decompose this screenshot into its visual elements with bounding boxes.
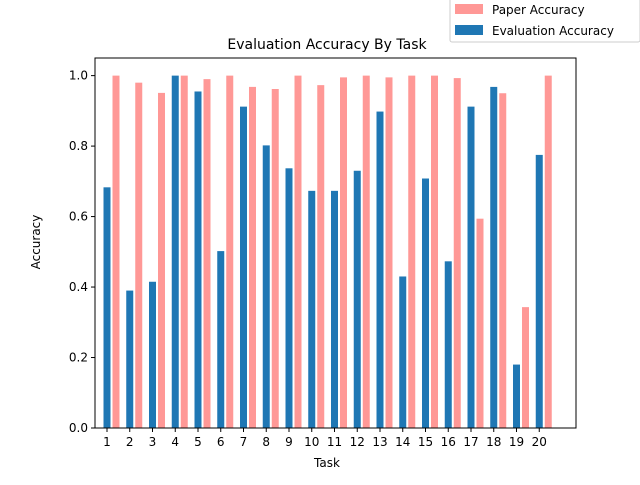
bar-paper-task-11 [340,77,347,428]
bar-paper-task-16 [453,78,461,428]
bar-paper-task-3 [158,92,165,428]
x-tick-label-4: 4 [171,435,179,449]
bar-paper-task-1 [112,75,120,429]
bar-paper-task-14 [408,75,416,429]
bar-evaluation-task-10 [308,190,316,428]
bar-evaluation-task-11 [331,190,338,428]
bar-evaluation-task-15 [422,178,429,428]
bar-paper-task-5 [203,79,211,428]
y-tick-label-0.4: 0.4 [69,280,88,294]
bar-paper-task-4 [180,75,188,429]
y-tick-label-0.8: 0.8 [69,139,88,153]
bar-paper-task-15 [431,75,438,429]
bar-paper-task-19 [522,307,529,428]
bar-evaluation-task-13 [376,111,384,428]
axes-group: 1 2 3 4 5 6 7 8 9 10 11 12 13 14 15 16 17 18 19 200.00.20.4… [69,57,577,449]
y-tick-label-0.0: 0.0 [69,421,88,435]
legend-label-evaluation: Evaluation Accuracy [492,24,614,38]
bars-group [103,75,552,429]
bar-evaluation-task-18 [490,86,498,429]
x-tick-label-19: 19 [509,435,524,449]
bar-evaluation-task-17 [467,106,475,428]
bar-paper-task-18 [499,93,507,429]
bar-evaluation-task-2 [126,290,134,428]
x-tick-label-8: 8 [262,435,270,449]
bar-paper-task-12 [362,75,370,429]
x-tick-label-6: 6 [217,435,225,449]
legend-frame [449,0,640,43]
bar-paper-task-7 [249,86,256,429]
legend-swatch-paper [455,4,483,14]
legend-swatch-evaluation [455,25,483,35]
bar-evaluation-task-3 [149,281,156,428]
x-tick-label-11: 11 [327,435,342,449]
bar-evaluation-task-12 [353,170,361,428]
bar-paper-task-6 [226,75,234,429]
bar-evaluation-task-16 [444,261,452,428]
x-tick-label-9: 9 [285,435,293,449]
bar-evaluation-task-6 [217,251,225,428]
bar-evaluation-task-14 [399,276,407,428]
x-tick-label-13: 13 [372,435,387,449]
bar-paper-task-13 [385,77,393,428]
bar-evaluation-task-9 [285,168,293,429]
x-tick-label-16: 16 [441,435,456,449]
x-tick-label-17: 17 [463,435,478,449]
x-tick-label-7: 7 [240,435,248,449]
bar-paper-task-20 [544,75,552,429]
x-tick-label-2: 2 [126,435,134,449]
bar-evaluation-task-20 [535,154,543,428]
bar-evaluation-task-8 [262,145,270,428]
x-tick-label-1: 1 [103,435,111,449]
bar-evaluation-task-4 [171,75,179,429]
bar-paper-task-8 [271,89,279,428]
y-tick-label-0.6: 0.6 [69,210,88,224]
x-tick-label-20: 20 [532,435,547,449]
y-tick-label-0.2: 0.2 [69,351,88,365]
bar-evaluation-task-5 [194,91,202,428]
x-tick-label-18: 18 [486,435,501,449]
plot-frame [94,57,577,429]
x-tick-label-15: 15 [418,435,433,449]
x-tick-label-14: 14 [395,435,410,449]
bar-paper-task-9 [294,75,302,429]
bar-paper-task-10 [317,85,325,428]
bar-evaluation-task-19 [513,364,520,428]
bar-paper-task-2 [135,82,143,429]
x-tick-label-12: 12 [350,435,365,449]
bar-evaluation-task-1 [103,187,111,428]
legend: Paper Accuracy Evaluation Accuracy [449,0,640,43]
y-tick-label-1.0: 1.0 [69,69,88,83]
x-tick-label-3: 3 [149,435,157,449]
legend-label-paper: Paper Accuracy [492,3,585,17]
chart-title: Evaluation Accuracy By Task [227,37,427,53]
x-axis-label: Task [313,456,340,470]
bar-paper-task-17 [476,218,484,428]
y-axis-label: Accuracy [29,215,43,270]
bar-evaluation-task-7 [240,106,247,428]
x-tick-label-5: 5 [194,435,202,449]
x-tick-label-10: 10 [304,435,319,449]
